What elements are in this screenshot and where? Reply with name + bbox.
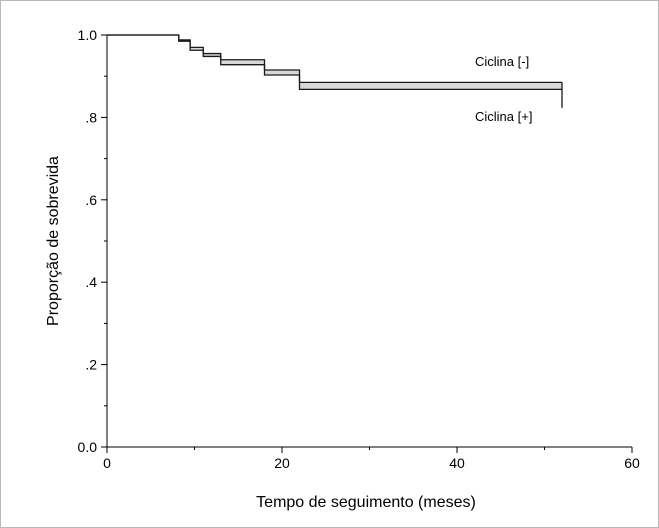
series-label-ciclina-plus: Ciclina [+] <box>475 109 532 124</box>
x-tick-label: 60 <box>624 455 640 471</box>
series-layer <box>107 34 563 108</box>
y-tick-label: .4 <box>85 274 97 290</box>
y-tick-label: 1.0 <box>78 27 98 43</box>
x-axis-title: Tempo de seguimento (meses) <box>256 494 476 511</box>
series-label-ciclina-minus: Ciclina [-] <box>475 54 529 69</box>
y-ticks: 0.0 .2 .4 .6 .8 1.0 <box>78 27 107 455</box>
x-ticks: 0 20 40 60 <box>103 447 640 471</box>
series-line-ciclina-plus <box>107 34 563 108</box>
x-tick-label: 20 <box>274 455 290 471</box>
x-tick-label: 40 <box>449 455 465 471</box>
shaded-band <box>107 35 562 90</box>
y-tick-label: .6 <box>85 192 97 208</box>
x-tick-label: 0 <box>103 455 111 471</box>
band-layer <box>107 35 562 90</box>
y-axis-title: Proporção de sobrevida <box>45 156 62 326</box>
series-line-ciclina-minus <box>107 34 562 84</box>
y-tick-label: .8 <box>85 109 97 125</box>
y-tick-label: 0.0 <box>78 439 98 455</box>
y-tick-label: .2 <box>85 357 97 373</box>
